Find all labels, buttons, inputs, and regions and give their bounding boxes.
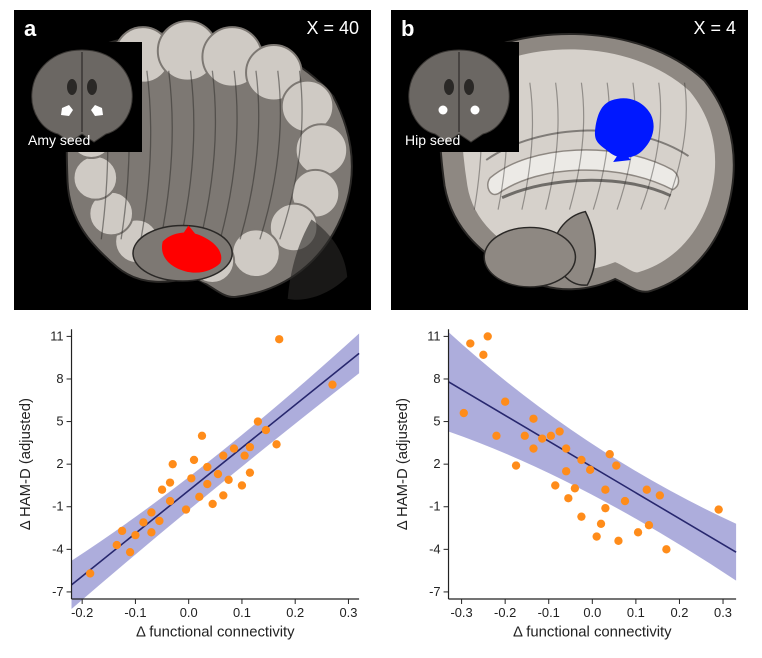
svg-text:0.1: 0.1 [233, 605, 251, 620]
svg-text:-1: -1 [429, 499, 440, 514]
panel-a-inset: Amy seed [22, 42, 142, 152]
svg-text:2: 2 [433, 456, 440, 471]
svg-text:-0.3: -0.3 [450, 605, 472, 620]
panel-a-letter: a [24, 16, 36, 42]
panel-b-scatter-svg: -7 -4 -1 2 5 8 11 -0.3 -0.2 -0.1 0.0 0.1 0.2 0.3 Δ fun… [391, 318, 748, 648]
panel-b-inset-label: Hip seed [405, 132, 460, 148]
svg-text:2: 2 [56, 456, 63, 471]
svg-text:0.0: 0.0 [180, 605, 198, 620]
svg-text:11: 11 [427, 328, 440, 343]
panel-a-scatter: -7 -4 -1 2 5 8 11 -0.2 -0.1 0.0 0.1 0.2 0.3 Δ functio… [14, 318, 371, 648]
panel-b-letter: b [401, 16, 414, 42]
svg-text:-0.1: -0.1 [538, 605, 560, 620]
svg-text:5: 5 [56, 414, 63, 429]
svg-text:0.2: 0.2 [671, 605, 689, 620]
svg-text:8: 8 [56, 371, 63, 386]
panel-b-brain: b X = 4 Hip seed [391, 10, 748, 310]
svg-text:-7: -7 [429, 584, 440, 599]
svg-text:-7: -7 [52, 584, 63, 599]
svg-text:-0.2: -0.2 [494, 605, 516, 620]
panel-a-inset-label: Amy seed [28, 132, 90, 148]
svg-text:5: 5 [433, 414, 440, 429]
panel-a-brain: a X = 40 Amy seed [14, 10, 371, 310]
svg-text:Δ functional connectivity: Δ functional connectivity [136, 625, 295, 641]
svg-text:0.3: 0.3 [714, 605, 732, 620]
svg-text:-0.2: -0.2 [71, 605, 93, 620]
figure-container: a X = 40 Amy seed b X = 4 Hip seed -7-4-… [0, 0, 762, 658]
svg-text:0.3: 0.3 [339, 605, 357, 620]
panel-b-inset: Hip seed [399, 42, 519, 152]
svg-text:0.1: 0.1 [627, 605, 645, 620]
svg-text:-1: -1 [52, 499, 63, 514]
panel-b-coord: X = 4 [693, 18, 736, 39]
panel-a-coord: X = 40 [306, 18, 359, 39]
panel-b-scatter: -7 -4 -1 2 5 8 11 -0.3 -0.2 -0.1 0.0 0.1 0.2 0.3 Δ fun… [391, 318, 748, 648]
svg-text:0.0: 0.0 [583, 605, 601, 620]
svg-text:11: 11 [50, 328, 63, 343]
svg-text:8: 8 [433, 371, 440, 386]
svg-text:Δ functional connectivity: Δ functional connectivity [513, 625, 672, 641]
svg-text:0.2: 0.2 [286, 605, 304, 620]
svg-text:-4: -4 [429, 541, 440, 556]
svg-text:Δ HAM-D (adjusted): Δ HAM-D (adjusted) [395, 398, 411, 530]
svg-text:Δ HAM-D (adjusted): Δ HAM-D (adjusted) [18, 398, 34, 530]
svg-text:-4: -4 [52, 541, 63, 556]
svg-text:-0.1: -0.1 [124, 605, 146, 620]
panel-a-scatter-svg: -7 -4 -1 2 5 8 11 -0.2 -0.1 0.0 0.1 0.2 0.3 Δ functio… [14, 318, 371, 648]
